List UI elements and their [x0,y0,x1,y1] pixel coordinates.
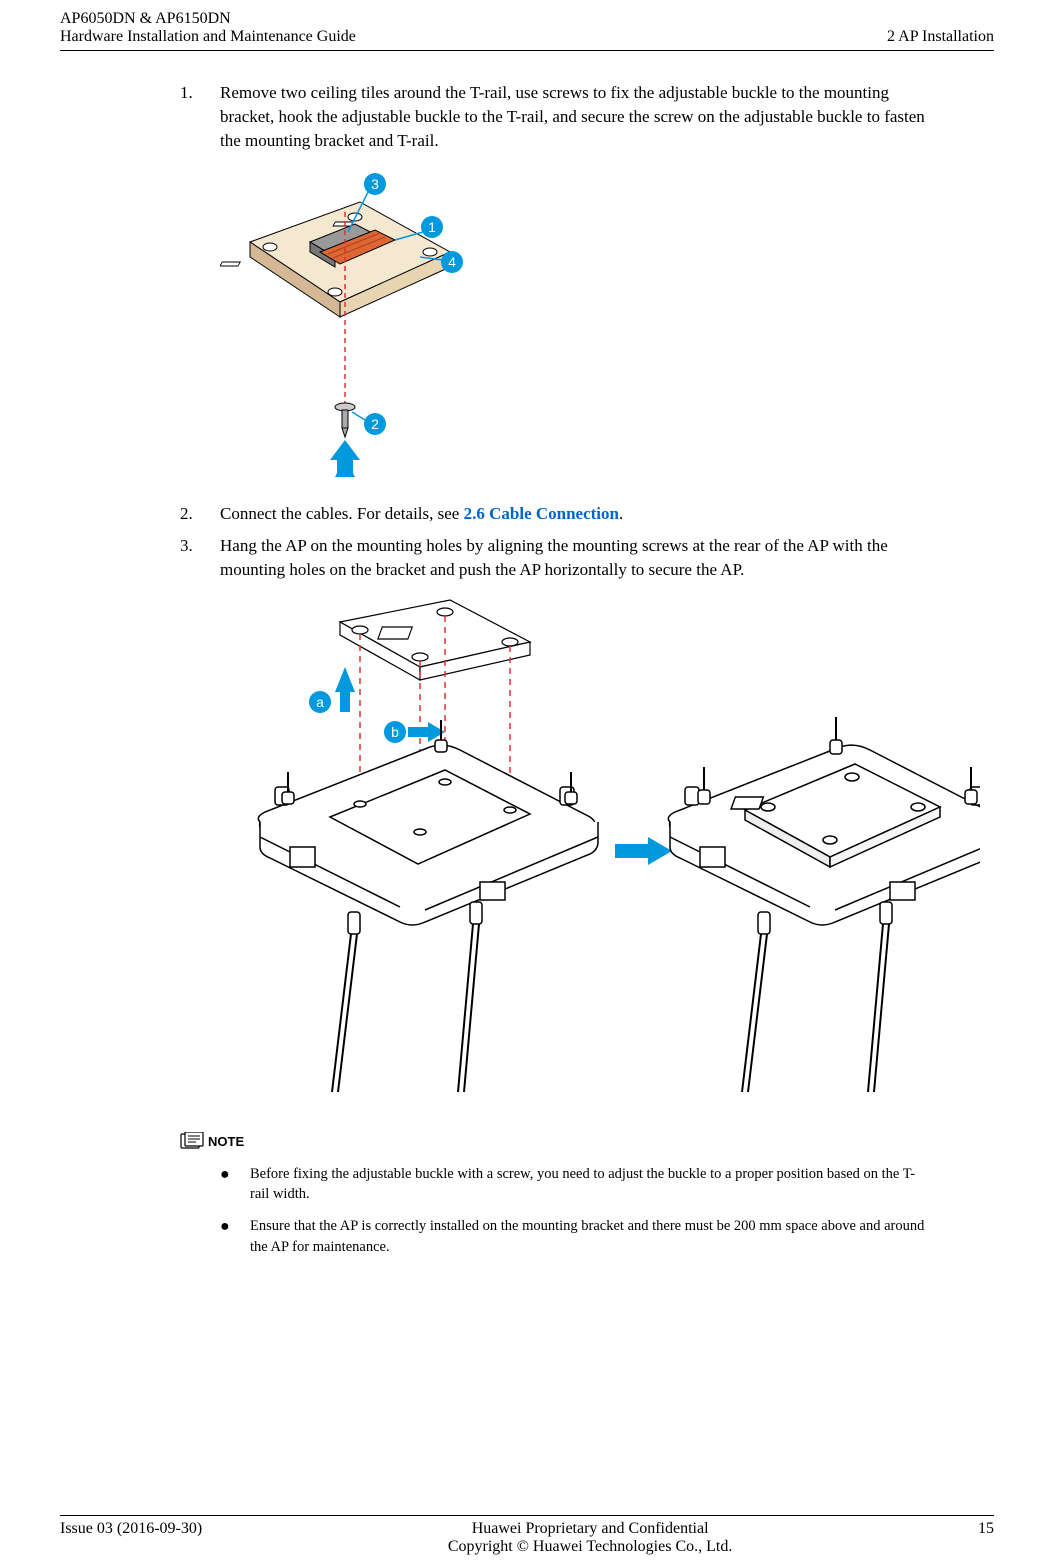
step-1-text: Remove two ceiling tiles around the T-ra… [220,81,934,152]
step-3-text: Hang the AP on the mounting holes by ali… [220,534,934,582]
footer-copyright: Copyright © Huawei Technologies Co., Ltd… [448,1538,732,1556]
callout-4: 4 [448,254,456,270]
header-right: 2 AP Installation [887,10,994,46]
page-footer: Issue 03 (2016-09-30) Huawei Proprietary… [0,1515,1054,1556]
note-item-1: ● Before fixing the adjustable buckle wi… [220,1164,934,1205]
note-text-2: Ensure that the AP is correctly installe… [250,1216,934,1257]
header-left: AP6050DN & AP6150DN Hardware Installatio… [60,10,356,46]
step-3: 3. Hang the AP on the mounting holes by … [180,534,934,582]
step-2-text: Connect the cables. For details, see 2.6… [220,502,934,526]
doc-subtitle: Hardware Installation and Maintenance Gu… [60,28,356,46]
cable-connection-link[interactable]: 2.6 Cable Connection [464,504,619,523]
label-a: a [316,694,324,710]
step-2-number: 2. [180,502,220,526]
step-1: 1. Remove two ceiling tiles around the T… [180,81,934,152]
bullet-icon: ● [220,1164,250,1205]
label-b: b [391,724,399,740]
note-icon [180,1132,204,1152]
bullet-icon: ● [220,1216,250,1257]
note-header: NOTE [180,1132,934,1152]
step-2-suffix: . [619,504,623,523]
step-2: 2. Connect the cables. For details, see … [180,502,934,526]
callout-1: 1 [428,219,436,235]
footer-page: 15 [978,1520,994,1556]
callout-3: 3 [371,176,379,192]
footer-center: Huawei Proprietary and Confidential Copy… [448,1520,732,1556]
page-header: AP6050DN & AP6150DN Hardware Installatio… [0,0,1054,46]
figure-1: 1 2 3 4 [220,162,934,482]
step-1-number: 1. [180,81,220,152]
callout-2: 2 [371,416,379,432]
section-title: 2 AP Installation [887,28,994,46]
step-3-number: 3. [180,534,220,582]
figure-2: a b [220,592,934,1112]
footer-proprietary: Huawei Proprietary and Confidential [448,1520,732,1538]
note-text-1: Before fixing the adjustable buckle with… [250,1164,934,1205]
note-item-2: ● Ensure that the AP is correctly instal… [220,1216,934,1257]
note-label: NOTE [208,1134,244,1149]
main-content: 1. Remove two ceiling tiles around the T… [0,51,1054,1257]
step-2-prefix: Connect the cables. For details, see [220,504,464,523]
footer-rule [60,1515,994,1516]
product-name: AP6050DN & AP6150DN [60,10,356,28]
footer-issue: Issue 03 (2016-09-30) [60,1520,202,1556]
